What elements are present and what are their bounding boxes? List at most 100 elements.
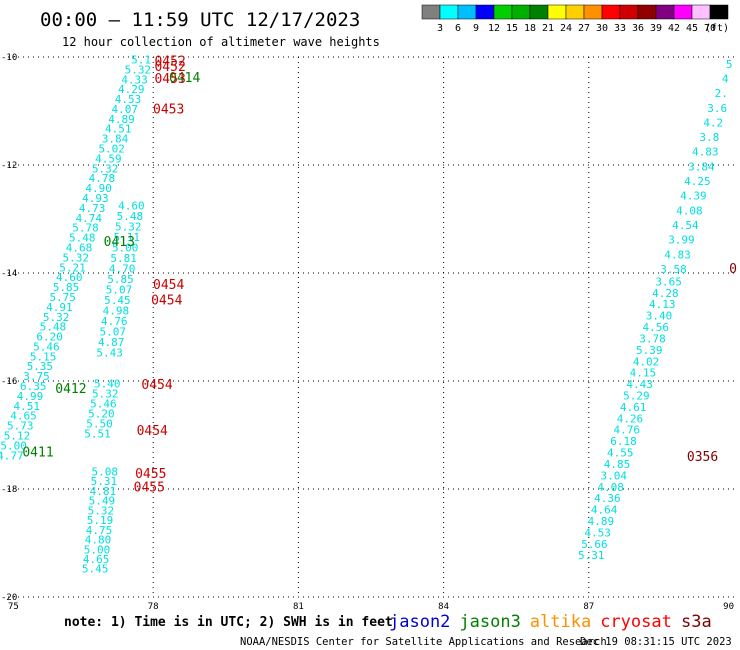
wave-height-value: 3.58 xyxy=(660,263,687,276)
wave-height-value: 5.12 xyxy=(4,430,31,443)
pass-time-label: 0452 xyxy=(154,60,185,75)
wave-height-value: 3.04 xyxy=(601,469,628,482)
colorbar-swatch xyxy=(691,4,711,20)
wave-height-value: 4.60 xyxy=(56,271,83,284)
pass-time-label: 0454 xyxy=(151,293,182,308)
colorbar-swatch xyxy=(673,4,693,20)
wave-height-value: 4.74 xyxy=(76,212,103,225)
wave-height-value: 4.76 xyxy=(101,315,128,328)
wave-height-value: 4.26 xyxy=(617,412,644,425)
satellite-legend-jason3: jason3 xyxy=(459,612,520,632)
wave-height-value: 4.81 xyxy=(90,485,117,498)
wave-height-value: 4.75 xyxy=(86,524,113,537)
chart-subtitle: 12 hour collection of altimeter wave hei… xyxy=(62,35,380,49)
colorbar-label: 12 xyxy=(488,23,500,34)
pass-time-label: 0454 xyxy=(137,424,168,439)
pass-time-label: 0356 xyxy=(687,450,718,465)
colorbar-swatch xyxy=(475,4,495,20)
wave-height-value: 5.29 xyxy=(623,389,650,402)
wave-height-value: 4.80 xyxy=(85,534,112,547)
wave-height-value: 5.45 xyxy=(104,294,131,307)
colorbar-label: 36 xyxy=(632,23,644,34)
wave-height-value: 5.00 xyxy=(0,439,27,452)
satellite-legend-s3a: s3a xyxy=(681,612,712,632)
pass-time-label: 0414 xyxy=(169,71,200,86)
wave-height-value: 3.65 xyxy=(655,275,682,288)
colorbar-swatch xyxy=(529,4,549,20)
colorbar-label: 27 xyxy=(578,23,590,34)
y-tick-label: -12 xyxy=(1,161,17,171)
wave-height-value: 5.43 xyxy=(96,347,123,360)
wave-height-value: 5.15 xyxy=(30,350,57,363)
wave-height-value: 4.55 xyxy=(607,447,634,460)
wave-height-value: 6.20 xyxy=(36,331,63,344)
wave-height-value: 4.59 xyxy=(95,152,122,165)
wave-height-value: 5.20 xyxy=(88,408,115,421)
wave-height-value: 4.93 xyxy=(82,192,109,205)
wave-height-value: 5.50 xyxy=(86,418,113,431)
colorbar-label: 21 xyxy=(542,23,554,34)
wave-height-value: 4.2 xyxy=(703,116,723,129)
colorbar-label: 33 xyxy=(614,23,626,34)
pass-time-label: 0454 xyxy=(153,278,184,293)
wave-height-value: 4.99 xyxy=(17,390,44,403)
colorbar-label: 70 xyxy=(704,23,716,34)
wave-height-value: 4.65 xyxy=(83,553,110,566)
colorbar-label: 42 xyxy=(668,23,680,34)
wave-height-value: 4.60 xyxy=(118,199,145,212)
wave-height-value: 4.64 xyxy=(591,504,618,517)
pass-time-label: 0453 xyxy=(154,72,185,87)
wave-height-value: 3.40 xyxy=(646,310,673,323)
wave-height-value: 3.99 xyxy=(668,234,695,247)
wave-height-value: 5.02 xyxy=(98,143,125,156)
satellite-legend: jason2 jason3 altika cryosat s3a xyxy=(389,612,712,632)
pass-time-label: 0452 xyxy=(154,55,185,70)
wave-height-value: 5.31 xyxy=(91,475,118,488)
wave-height-value: 5.85 xyxy=(107,273,134,286)
wave-height-value: 4.65 xyxy=(10,410,37,423)
colorbar-swatch xyxy=(493,4,513,20)
x-tick-label: 87 xyxy=(583,602,594,612)
wave-height-value: 5.32 xyxy=(115,220,142,233)
wave-height-value: 5.32 xyxy=(92,388,119,401)
wave-height-value: 5.19 xyxy=(87,514,114,527)
wave-height-value: 4.53 xyxy=(584,526,611,539)
wave-height-value: 4.77 xyxy=(0,449,24,462)
wave-height-value: 5.51 xyxy=(84,428,111,441)
x-tick-label: 84 xyxy=(438,602,449,612)
wave-height-value: 5.31 xyxy=(578,549,605,562)
wave-height-value: 4.78 xyxy=(89,172,116,185)
wave-height-value: 5.32 xyxy=(125,63,152,76)
wave-height-value: 5.32 xyxy=(88,504,115,517)
wave-height-value: 4.51 xyxy=(14,400,41,413)
x-tick-label: 78 xyxy=(148,602,159,612)
wave-height-value: 5.21 xyxy=(59,261,86,274)
colorbar-label: 3 xyxy=(437,23,443,34)
y-tick-label: -14 xyxy=(1,269,17,279)
wave-height-value: 4.68 xyxy=(66,241,93,254)
wave-height-value: 5.49 xyxy=(89,495,116,508)
wave-height-value: 3.6 xyxy=(707,102,727,115)
footer-credit: NOAA/NESDIS Center for Satellite Applica… xyxy=(240,636,607,648)
wave-height-value: 5.48 xyxy=(69,232,96,245)
wave-height-value: 5.75 xyxy=(49,291,76,304)
wave-height-value: 4.33 xyxy=(121,73,148,86)
wave-height-value: 4.08 xyxy=(597,481,624,494)
wave-height-value: 3.8 xyxy=(699,131,719,144)
wave-height-value: 5.46 xyxy=(90,398,117,411)
wave-height-value: 4.83 xyxy=(692,146,719,159)
colorbar-swatch xyxy=(709,4,729,20)
colorbar-label: 9 xyxy=(473,23,479,34)
wave-height-value: 5.66 xyxy=(581,538,608,551)
y-tick-label: -16 xyxy=(1,377,17,387)
wave-height-value: 4.70 xyxy=(109,262,136,275)
wave-height-value: 4.98 xyxy=(103,305,130,318)
colorbar-unit: (ft) xyxy=(705,23,729,34)
y-tick-label: -18 xyxy=(1,485,17,495)
wave-height-value: 4.29 xyxy=(118,83,145,96)
x-tick-label: 75 xyxy=(8,602,19,612)
colorbar-swatch xyxy=(619,4,639,20)
wave-height-value: 5.00 xyxy=(84,543,111,556)
wave-height-value: 4 xyxy=(722,72,729,85)
wave-height-tracks: 5.15.324.334.294.534.074.894.513.845.024… xyxy=(0,53,732,575)
